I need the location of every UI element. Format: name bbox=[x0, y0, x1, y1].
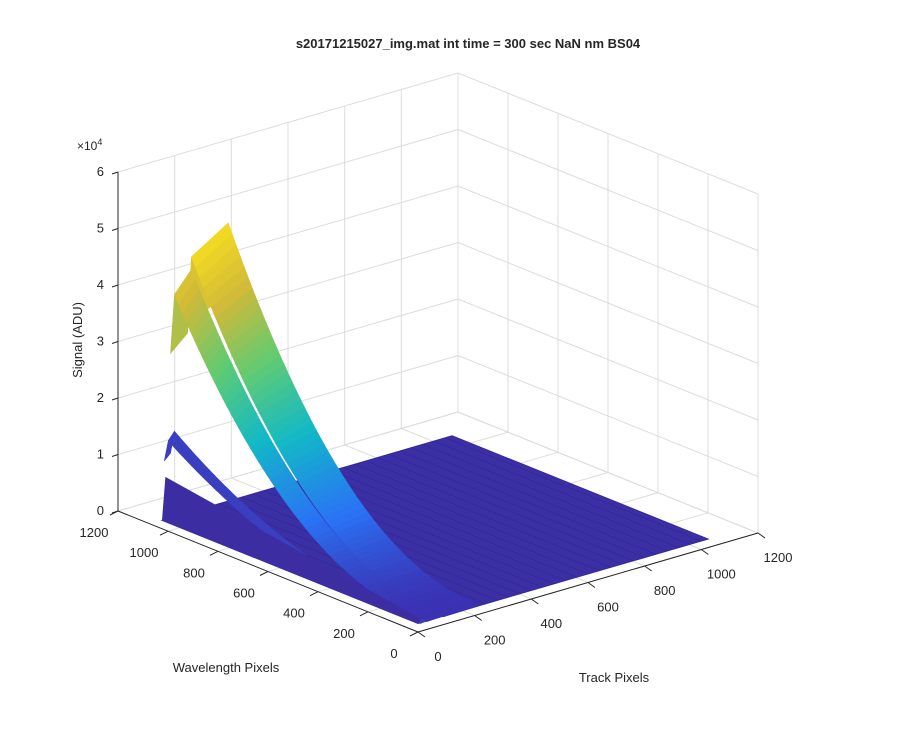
surface-meshline bbox=[399, 450, 657, 555]
y-tick-label: 800 bbox=[183, 565, 205, 580]
surface-background bbox=[160, 435, 710, 625]
z-tick bbox=[111, 228, 119, 231]
y-tick-label: 200 bbox=[333, 626, 355, 641]
x-tick-label: 1200 bbox=[764, 550, 793, 565]
surface-meshline bbox=[422, 444, 679, 548]
x-tick-label: 800 bbox=[654, 583, 676, 598]
y-tick-label: 1200 bbox=[80, 525, 109, 540]
surface-meshline bbox=[343, 467, 600, 572]
x-axis-label: Track Pixels bbox=[579, 670, 650, 685]
y-tick bbox=[409, 631, 419, 637]
z-tick bbox=[111, 397, 119, 401]
x-tick bbox=[701, 549, 709, 555]
gridline-z bbox=[117, 128, 759, 251]
x-tick bbox=[417, 631, 426, 638]
z-tick bbox=[111, 341, 119, 344]
surface-meshline bbox=[433, 440, 691, 545]
surface-meshline bbox=[445, 437, 702, 542]
y-tick bbox=[159, 530, 169, 536]
x-tick bbox=[757, 532, 766, 539]
x-tick bbox=[531, 598, 539, 605]
x-tick bbox=[644, 565, 652, 572]
z-tick-label: 6 bbox=[97, 164, 104, 179]
surface-meshline bbox=[388, 453, 645, 558]
y-tick-label: 600 bbox=[233, 586, 255, 601]
surface-patch bbox=[438, 603, 482, 618]
z-tick bbox=[111, 171, 119, 175]
x-tick bbox=[474, 615, 482, 621]
chart-title: s20171215027_img.mat int time = 300 sec … bbox=[296, 36, 641, 51]
z-tick bbox=[111, 454, 119, 457]
y-tick-label: 0 bbox=[390, 646, 397, 661]
gridline-z bbox=[117, 354, 759, 477]
y-tick bbox=[309, 591, 319, 597]
surface-meshline bbox=[411, 447, 668, 552]
surface-meshline bbox=[377, 457, 634, 562]
y-tick bbox=[359, 611, 369, 617]
z-tick-label: 5 bbox=[97, 221, 104, 236]
z-tick bbox=[111, 284, 119, 288]
tick-labels: 0200400600800100012000200400600800100012… bbox=[80, 164, 793, 664]
surface-patch bbox=[421, 614, 445, 623]
x-tick-label: 200 bbox=[484, 633, 506, 648]
surface-mesh bbox=[160, 222, 710, 625]
y-tick bbox=[259, 571, 269, 576]
z-tick-label: 2 bbox=[97, 390, 104, 405]
z-exponent-label: ×104 bbox=[77, 137, 102, 153]
gridline-z bbox=[117, 411, 759, 534]
z-tick-label: 0 bbox=[97, 503, 104, 518]
z-tick-label: 1 bbox=[97, 447, 104, 462]
surface-meshline bbox=[331, 470, 589, 575]
y-tick bbox=[209, 550, 219, 556]
x-tick-label: 0 bbox=[434, 649, 441, 664]
y-tick-label: 400 bbox=[283, 606, 305, 621]
z-tick-label: 4 bbox=[97, 277, 104, 292]
x-tick-label: 400 bbox=[540, 616, 562, 631]
z-tick-label: 3 bbox=[97, 334, 104, 349]
z-axis-label: Signal (ADU) bbox=[70, 302, 85, 378]
y-axis-label: Wavelength Pixels bbox=[173, 660, 280, 675]
x-tick bbox=[587, 582, 596, 588]
y-tick-label: 1000 bbox=[130, 545, 159, 560]
surface-meshline bbox=[320, 473, 577, 578]
axes-lines bbox=[109, 171, 766, 638]
gridline-z bbox=[117, 72, 759, 195]
x-tick-label: 600 bbox=[597, 600, 619, 615]
surface-edge bbox=[162, 476, 422, 624]
surface-meshline bbox=[365, 460, 623, 565]
x-tick-label: 1000 bbox=[707, 567, 736, 582]
z-tick bbox=[111, 510, 119, 514]
surface-meshline bbox=[354, 463, 611, 568]
